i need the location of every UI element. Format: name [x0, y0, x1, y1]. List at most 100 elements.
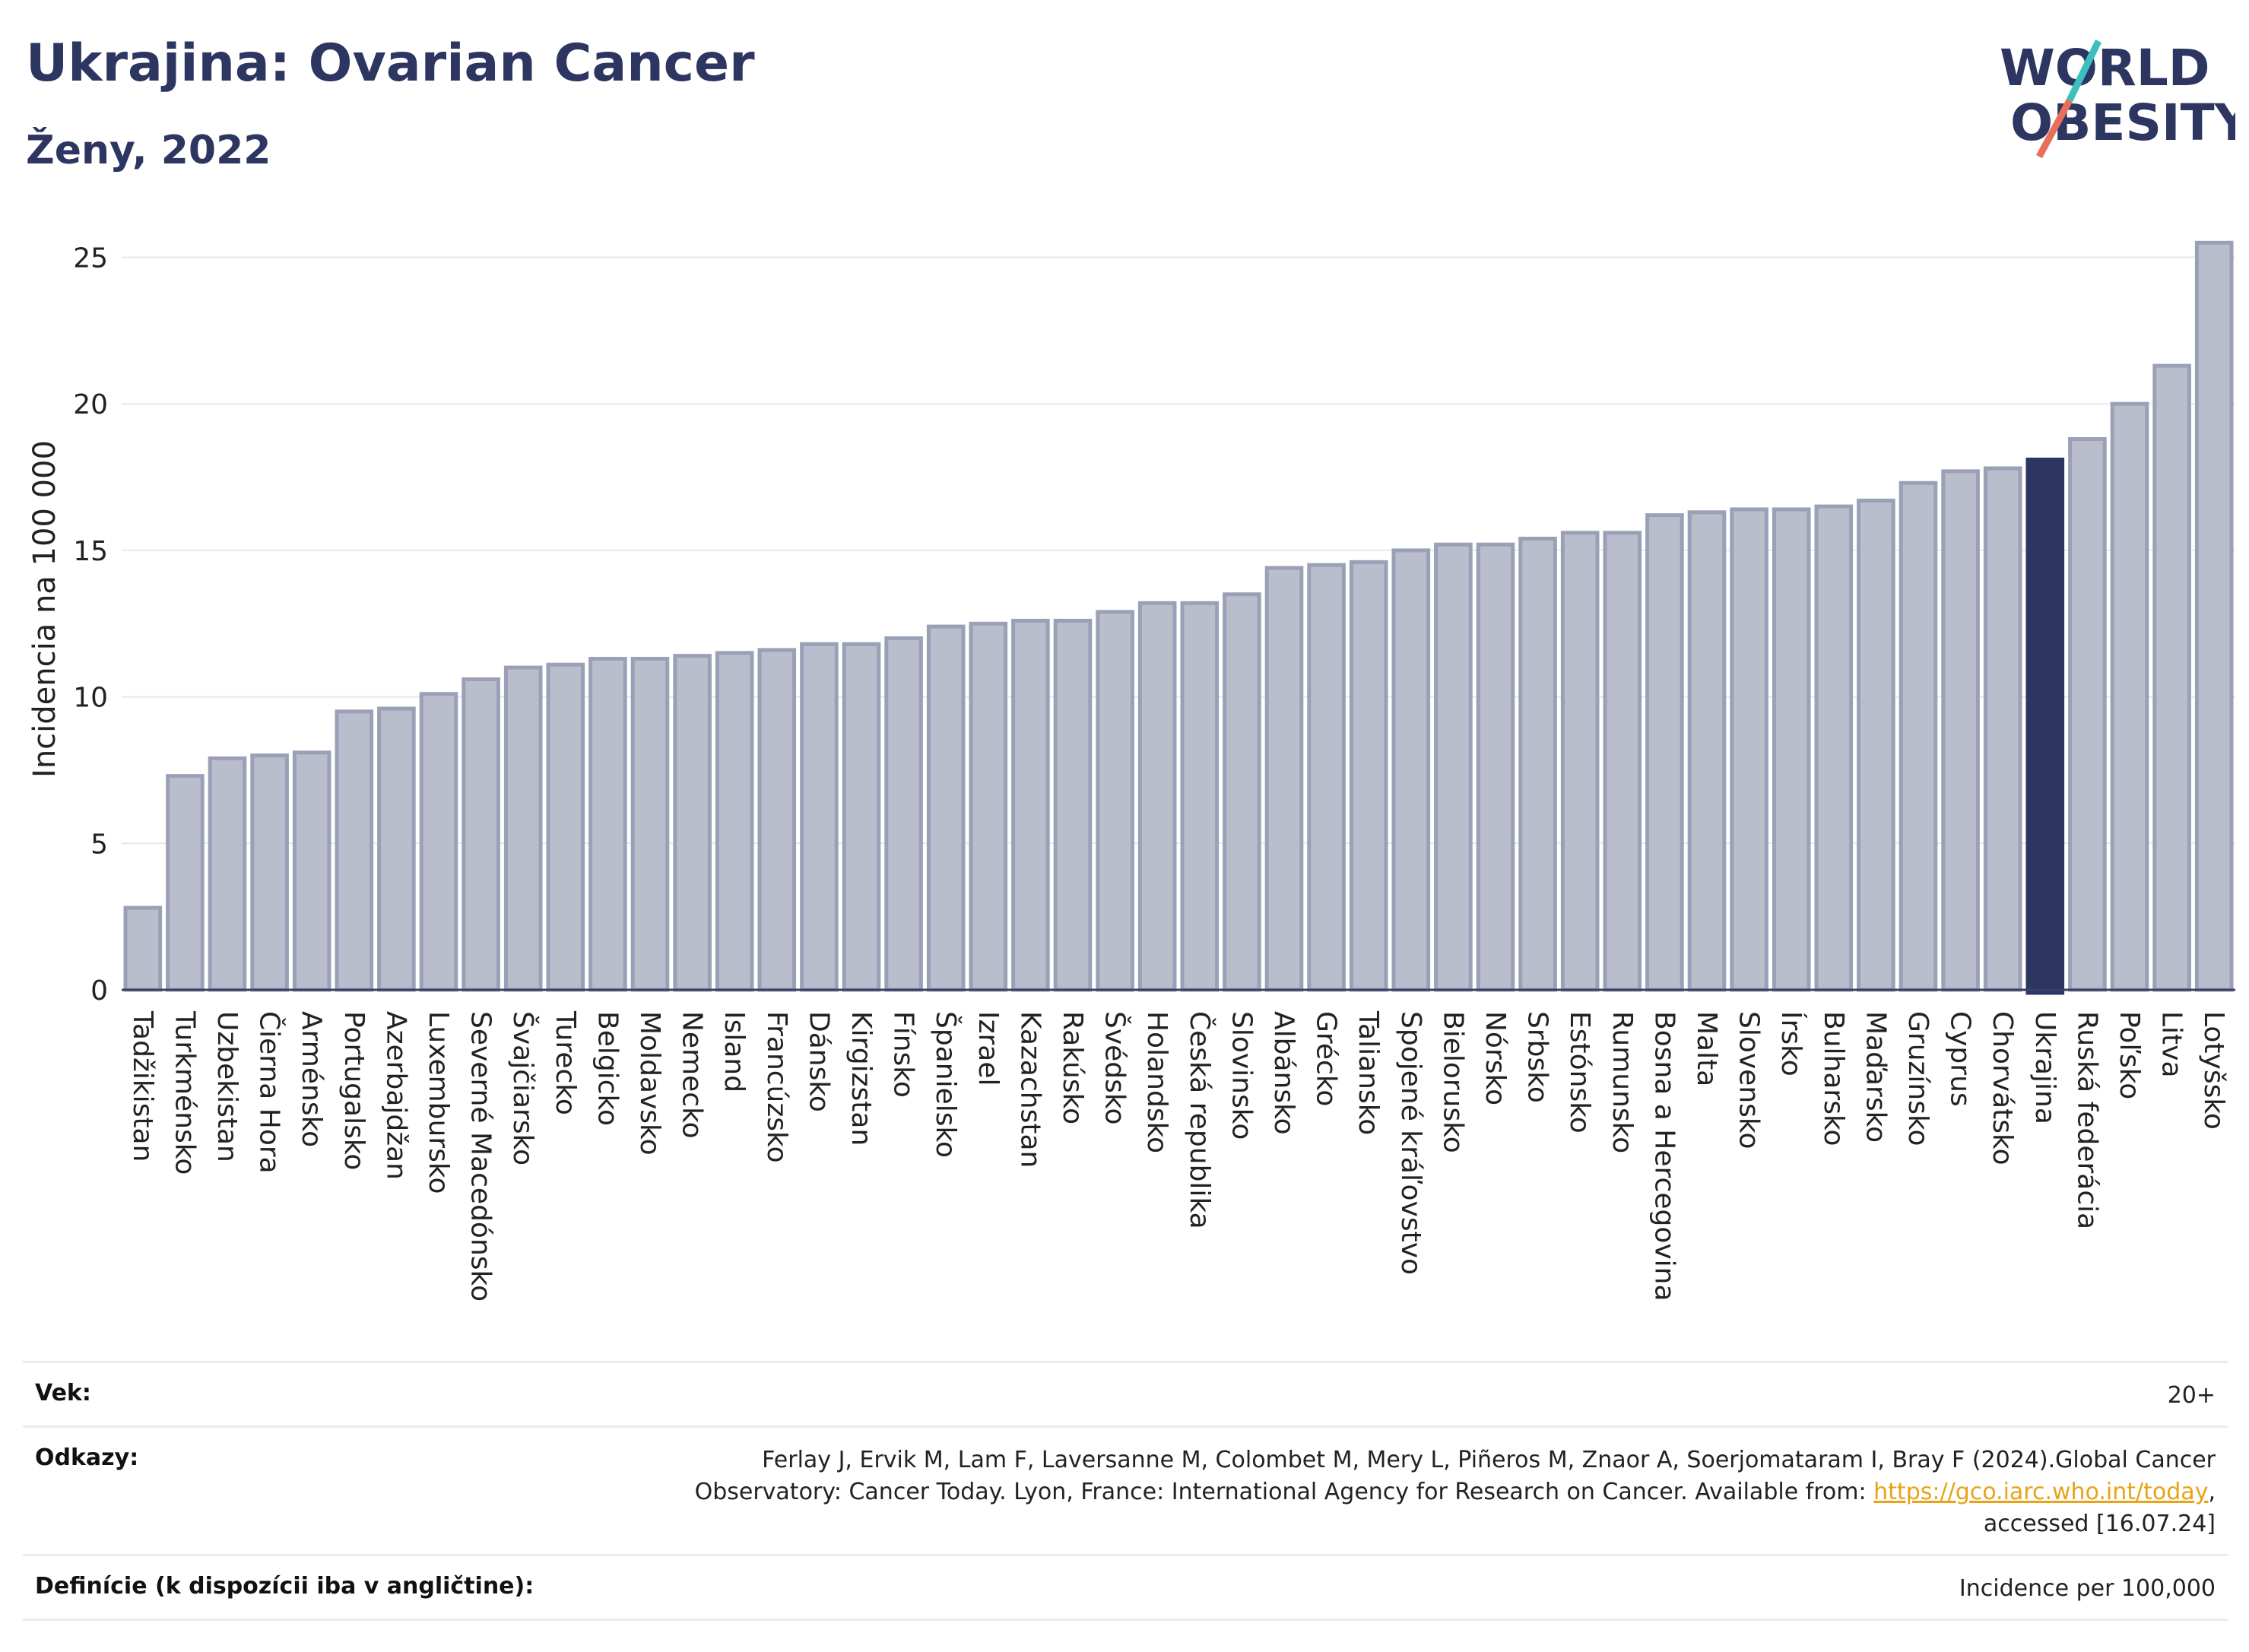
- bar: [926, 624, 966, 992]
- world-obesity-logo: WORLD OBESITY: [2000, 39, 2235, 159]
- bar: [2152, 363, 2191, 992]
- bar: [588, 657, 627, 992]
- age-label: Vek:: [35, 1380, 91, 1406]
- x-tick-label: Slovensko: [1734, 1011, 1765, 1149]
- bar: [800, 642, 839, 992]
- bar: [1137, 601, 1177, 992]
- bar: [884, 636, 923, 992]
- x-tick-label: Fínsko: [888, 1011, 919, 1098]
- x-tick-label: Rumunsko: [1607, 1011, 1638, 1153]
- definitions-value: Incidence per 100,000: [1959, 1575, 2216, 1602]
- x-tick-label: Francúzsko: [761, 1011, 792, 1163]
- bars: [123, 240, 2234, 995]
- bar: [1518, 537, 1557, 992]
- x-tick-label: Poľsko: [2114, 1011, 2145, 1099]
- bar: [1898, 480, 1938, 992]
- bar: [1814, 504, 1854, 992]
- x-tick-label: Rakúsko: [1057, 1011, 1088, 1124]
- x-tick-label: Česká republika: [1184, 1011, 1216, 1229]
- x-tick-label: Švajčiarsko: [507, 1011, 539, 1165]
- bar: [2194, 240, 2234, 992]
- x-tick-label: Spojené kráľovstvo: [1395, 1011, 1426, 1275]
- bar: [673, 654, 712, 992]
- bar: [1560, 531, 1600, 992]
- y-tick-label: 5: [90, 829, 108, 860]
- x-tick-label: Nemecko: [677, 1011, 708, 1139]
- bar: [250, 753, 289, 992]
- page-title: Ukrajina: Ovarian Cancer: [26, 33, 755, 94]
- x-tick-label: Čierna Hora: [254, 1011, 286, 1174]
- x-tick-label: Srbsko: [1522, 1011, 1553, 1103]
- x-tick-label: Ukrajina: [2029, 1011, 2060, 1124]
- bar: [166, 774, 205, 992]
- x-axis-labels: Tadžikistan Turkménsko Uzbekistan Čierna Ho…: [127, 1010, 2229, 1302]
- x-tick-label: Nórsko: [1480, 1011, 1511, 1105]
- x-tick-label: Severné Macedónsko: [465, 1011, 496, 1302]
- references-link[interactable]: https://gco.iarc.who.int/today: [1873, 1479, 2209, 1505]
- info-row-age: Vek: 20+: [23, 1361, 2228, 1425]
- references-text-4: accessed [16.07.24]: [1983, 1511, 2216, 1537]
- x-tick-label: Dánsko: [803, 1011, 834, 1112]
- bar: [1264, 566, 1304, 992]
- bar-highlighted: [2025, 457, 2065, 995]
- x-tick-label: Moldavsko: [634, 1011, 665, 1156]
- definitions-label: Definície (k dispozícii iba v angličtine…: [35, 1573, 534, 1600]
- x-tick-label: Slovinsko: [1226, 1011, 1257, 1140]
- bar: [1011, 618, 1050, 992]
- bar: [1349, 560, 1388, 992]
- info-row-definitions: Definície (k dispozícii iba v angličtine…: [23, 1554, 2228, 1621]
- bar: [462, 677, 500, 992]
- x-tick-label: Cyprus: [1945, 1011, 1976, 1107]
- bar: [2068, 436, 2107, 992]
- bar: [630, 657, 670, 992]
- bar: [1307, 563, 1346, 992]
- references-text-3: ,: [2208, 1479, 2216, 1505]
- bar: [123, 905, 163, 992]
- x-tick-label: Izrael: [972, 1011, 1004, 1086]
- references-label: Odkazy:: [35, 1444, 139, 1471]
- bar: [2110, 401, 2149, 992]
- x-tick-label: Azerbajdžan: [380, 1011, 411, 1180]
- y-tick-label: 10: [73, 683, 108, 714]
- page-subtitle: Ženy, 2022: [26, 128, 271, 173]
- x-tick-label: Ruská federácia: [2071, 1011, 2102, 1229]
- x-tick-label: Tadžikistan: [127, 1010, 158, 1162]
- y-tick-label: 20: [73, 389, 108, 420]
- bar: [377, 706, 416, 992]
- references-text-1: Ferlay J, Ervik M, Lam F, Laversanne M, …: [762, 1447, 2216, 1473]
- x-tick-label: Bielorusko: [1437, 1011, 1468, 1153]
- bar: [1476, 542, 1515, 992]
- bar: [208, 756, 247, 992]
- x-tick-label: Bosna a Hercegovina: [1648, 1011, 1680, 1302]
- bar: [1772, 507, 1811, 992]
- x-tick-label: Albánsko: [1268, 1011, 1299, 1135]
- x-tick-label: Bulharsko: [1818, 1011, 1849, 1146]
- bar: [1645, 513, 1684, 992]
- bar: [335, 709, 374, 992]
- x-tick-label: Estónsko: [1564, 1011, 1595, 1134]
- y-tick-label: 0: [90, 975, 108, 1007]
- bar: [842, 642, 881, 992]
- bar: [969, 621, 1008, 992]
- bar: [419, 692, 458, 992]
- bar: [1053, 618, 1093, 992]
- x-tick-label: Uzbekistan: [211, 1011, 243, 1162]
- y-axis-label: Incidencia na 100 000: [27, 440, 62, 778]
- info-table: Vek: 20+ Odkazy: Ferlay J, Ervik M, Lam …: [23, 1361, 2228, 1621]
- y-tick-label: 15: [73, 536, 108, 567]
- x-tick-label: Gruzínsko: [1902, 1011, 1933, 1146]
- logo-slash-bottom: [2036, 98, 2073, 159]
- bar: [1687, 510, 1727, 992]
- bar: [1730, 507, 1768, 992]
- info-row-references: Odkazy: Ferlay J, Ervik M, Lam F, Lavers…: [23, 1425, 2228, 1554]
- bar: [1096, 610, 1134, 992]
- bar: [292, 750, 331, 992]
- x-tick-label: Holandsko: [1141, 1011, 1172, 1153]
- x-tick-label: Grécko: [1311, 1011, 1342, 1106]
- bar: [1223, 592, 1261, 992]
- x-tick-label: Španielsko: [930, 1011, 962, 1158]
- x-tick-label: Írsko: [1775, 1011, 1807, 1076]
- x-tick-label: Kazachstan: [1014, 1011, 1045, 1168]
- x-tick-label: Portugalsko: [338, 1011, 370, 1170]
- age-value: 20+: [2167, 1382, 2216, 1409]
